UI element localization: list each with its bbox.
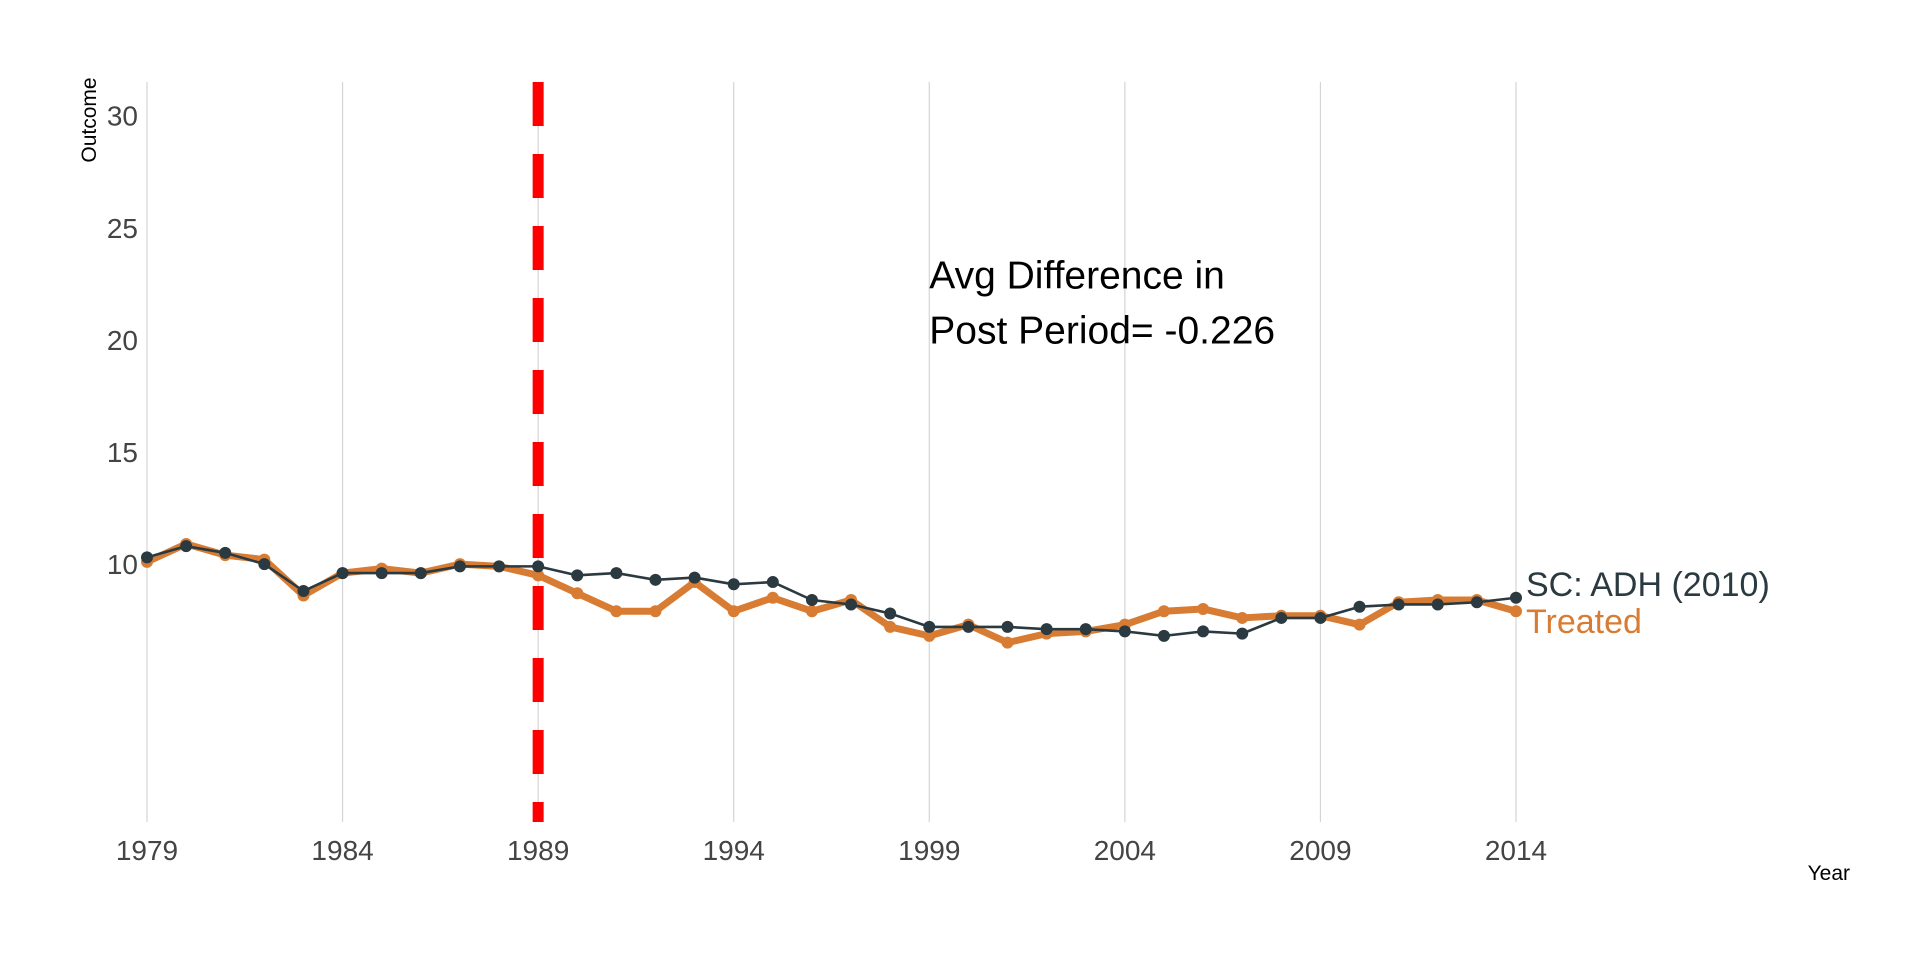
series-group bbox=[141, 537, 1522, 649]
x-tick-label-1979: 1979 bbox=[116, 835, 178, 866]
series-1-point-2014 bbox=[1510, 591, 1522, 604]
series-1-point-1979 bbox=[141, 551, 153, 564]
series-1-point-1999 bbox=[923, 620, 936, 633]
x-tick-label-2014: 2014 bbox=[1485, 835, 1547, 866]
series-1-point-2012 bbox=[1431, 598, 1444, 611]
x-tick-label-1999: 1999 bbox=[898, 835, 960, 866]
y-tick-label-20: 20 bbox=[107, 325, 138, 356]
series-1-point-1997 bbox=[845, 598, 858, 611]
y-tick-label-25: 25 bbox=[107, 213, 138, 244]
series-1-point-2007 bbox=[1236, 627, 1249, 640]
annotation-line-1: Avg Difference in bbox=[929, 254, 1225, 297]
series-1-point-2005 bbox=[1157, 629, 1170, 642]
series-0-point-1989 bbox=[532, 569, 545, 582]
series-0-point-1991 bbox=[610, 605, 623, 618]
y-tick-labels: 10 15 20 25 30 bbox=[107, 101, 138, 580]
series-1-point-1994 bbox=[727, 578, 740, 591]
series-1-point-2010 bbox=[1353, 600, 1366, 613]
series-1-point-2000 bbox=[962, 620, 975, 633]
series-1-point-2006 bbox=[1197, 625, 1210, 638]
series-1-point-1998 bbox=[884, 607, 897, 620]
x-tick-label-2009: 2009 bbox=[1289, 835, 1351, 866]
series-0-point-2001 bbox=[1001, 636, 1014, 649]
series-1-point-1991 bbox=[610, 567, 623, 580]
series-1-point-1982 bbox=[258, 558, 271, 571]
series-0-point-2014 bbox=[1510, 605, 1522, 618]
series-1-point-2013 bbox=[1470, 596, 1483, 609]
series-1-point-2009 bbox=[1314, 611, 1327, 624]
series-1-point-1984 bbox=[336, 567, 349, 580]
series-1-point-2008 bbox=[1275, 611, 1288, 624]
series-0-point-1999 bbox=[923, 629, 936, 642]
x-tick-label-1994: 1994 bbox=[703, 835, 765, 866]
series-1-point-1995 bbox=[766, 576, 779, 589]
series-1-point-1986 bbox=[414, 567, 427, 580]
series-1-point-1990 bbox=[571, 569, 584, 582]
series-1-point-1987 bbox=[453, 560, 466, 573]
series-1-point-1996 bbox=[805, 594, 818, 606]
series-1-line bbox=[145, 544, 1518, 638]
series-0-point-2007 bbox=[1236, 611, 1249, 624]
x-tick-labels: 1979 1984 1989 1994 1999 2004 2009 2014 bbox=[116, 835, 1547, 866]
series-1-point-1989 bbox=[532, 560, 545, 573]
series-1-point-2002 bbox=[1040, 623, 1053, 636]
series-1-point-1983 bbox=[297, 585, 310, 598]
series-1-point-2011 bbox=[1392, 598, 1405, 611]
x-axis-title: Year bbox=[1808, 862, 1850, 885]
series-1-point-1993 bbox=[688, 571, 701, 584]
series-1-point-1985 bbox=[375, 567, 388, 580]
series-0-point-1992 bbox=[649, 605, 662, 618]
series-1-label: SC: ADH (2010) bbox=[1526, 566, 1770, 604]
y-axis-title: Outcome bbox=[78, 77, 101, 162]
series-0-point-1990 bbox=[571, 587, 584, 600]
series-1-point-2004 bbox=[1118, 625, 1131, 638]
series-1-point-1980 bbox=[180, 540, 193, 553]
y-tick-label-30: 30 bbox=[107, 101, 138, 132]
series-0-point-1996 bbox=[805, 605, 818, 618]
series-0-point-1994 bbox=[727, 605, 740, 618]
y-tick-label-10: 10 bbox=[107, 549, 138, 580]
series-1-point-2003 bbox=[1079, 623, 1092, 636]
series-0-point-2005 bbox=[1157, 605, 1170, 618]
x-tick-label-2004: 2004 bbox=[1094, 835, 1156, 866]
x-tick-label-1984: 1984 bbox=[311, 835, 373, 866]
annotation-line-2: Post Period= -0.226 bbox=[929, 309, 1275, 352]
series-0-point-2010 bbox=[1353, 618, 1366, 631]
series-0-point-2006 bbox=[1197, 602, 1210, 615]
gridlines bbox=[146, 82, 1517, 822]
series-1-point-1988 bbox=[493, 560, 506, 573]
y-tick-label-15: 15 bbox=[107, 437, 138, 468]
x-tick-label-1989: 1989 bbox=[507, 835, 569, 866]
series-1-point-2001 bbox=[1001, 620, 1014, 633]
series-1-point-1992 bbox=[649, 573, 662, 586]
series-0-line bbox=[143, 540, 1520, 647]
series-1-point-1981 bbox=[219, 546, 232, 559]
series-0-point-1995 bbox=[766, 591, 779, 604]
series-0-label: Treated bbox=[1526, 603, 1642, 641]
series-0-point-1998 bbox=[884, 620, 897, 633]
